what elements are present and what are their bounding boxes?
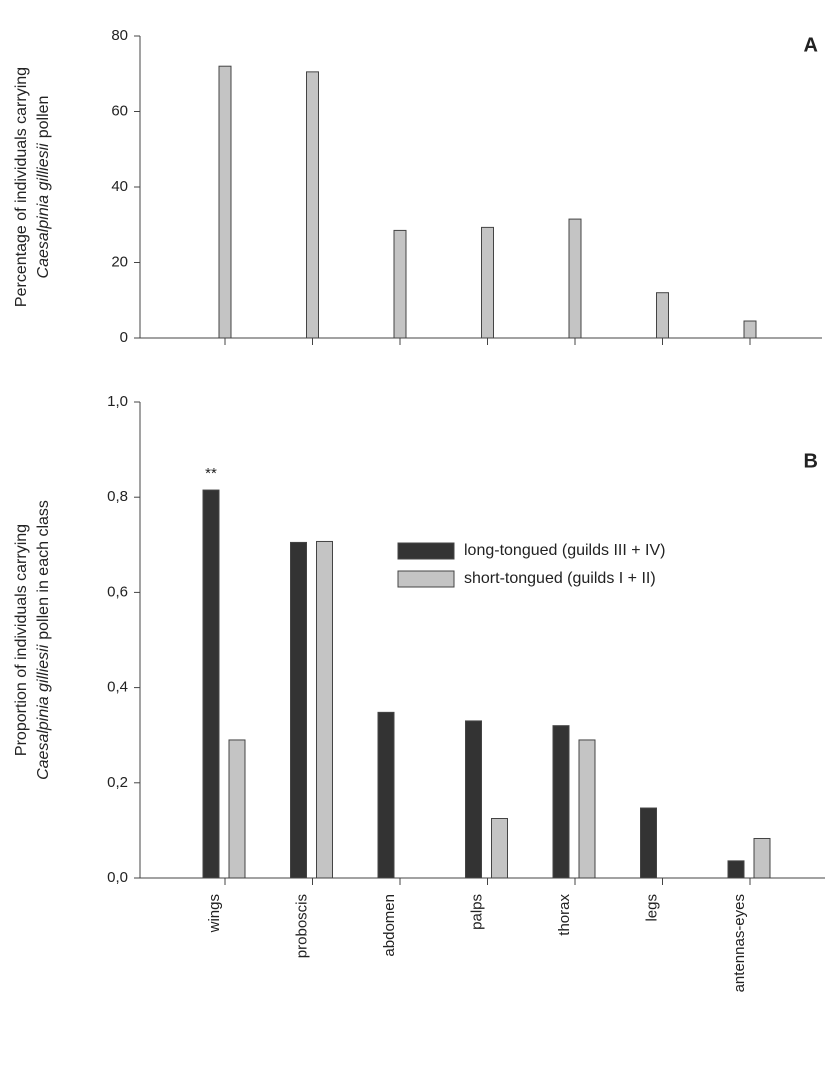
bar <box>743 320 757 339</box>
x-tick-label: palps <box>468 894 485 930</box>
bar <box>306 71 319 339</box>
y-axis-label: Percentage of individuals carrying <box>13 67 30 307</box>
y-axis-label-rest: pollen in each class <box>35 500 52 640</box>
legend-swatch <box>397 570 455 588</box>
y-tick-label: 80 <box>111 27 128 44</box>
bar <box>578 739 596 879</box>
y-axis-label: Proportion of individuals carrying <box>13 524 30 756</box>
y-axis-label: Caesalpinia gilliesii pollen in each clas… <box>35 500 52 780</box>
y-tick-label: 0,6 <box>107 583 128 600</box>
y-tick-label: 0,4 <box>107 679 128 696</box>
bar <box>568 218 582 339</box>
legend-label: short-tongued (guilds I + II) <box>464 570 656 587</box>
bar <box>552 725 570 879</box>
x-tick-label: wings <box>206 894 223 933</box>
bar <box>316 540 333 879</box>
panel-label: A <box>804 34 818 56</box>
panel-label: B <box>804 450 818 472</box>
bar <box>491 818 508 879</box>
x-tick-label: thorax <box>556 894 573 936</box>
y-tick-label: 60 <box>111 102 128 119</box>
y-tick-label: 0,2 <box>107 774 128 791</box>
x-tick-label: proboscis <box>293 894 310 958</box>
bar <box>465 720 482 879</box>
bar <box>377 711 395 879</box>
y-axis-label: Caesalpinia gilliesii pollen <box>35 96 52 279</box>
bar <box>228 739 246 879</box>
bar <box>202 489 220 879</box>
x-tick-label: legs <box>643 894 660 922</box>
y-tick-label: 1,0 <box>107 393 128 410</box>
legend-label: long-tongued (guilds III + IV) <box>464 542 665 559</box>
bar <box>481 226 494 339</box>
legend-swatch <box>397 542 455 560</box>
bar <box>727 860 745 879</box>
bar <box>218 65 232 339</box>
bar <box>753 837 771 879</box>
y-tick-label: 0,8 <box>107 488 128 505</box>
bar <box>393 229 407 339</box>
y-axis-label-italic: Caesalpinia gilliesii <box>35 644 52 780</box>
y-tick-label: 40 <box>111 178 128 195</box>
annotation: ** <box>205 465 217 482</box>
bar <box>640 807 657 879</box>
x-tick-label: antennas-eyes <box>731 894 748 992</box>
y-axis-label-italic: Caesalpinia gilliesii <box>35 143 52 279</box>
bar <box>656 292 669 339</box>
y-axis-label-rest: pollen <box>35 96 52 139</box>
y-tick-label: 20 <box>111 253 128 270</box>
y-tick-label: 0,0 <box>107 869 128 886</box>
bar <box>290 541 307 879</box>
y-tick-label: 0 <box>120 329 128 346</box>
x-tick-label: abdomen <box>381 894 398 957</box>
